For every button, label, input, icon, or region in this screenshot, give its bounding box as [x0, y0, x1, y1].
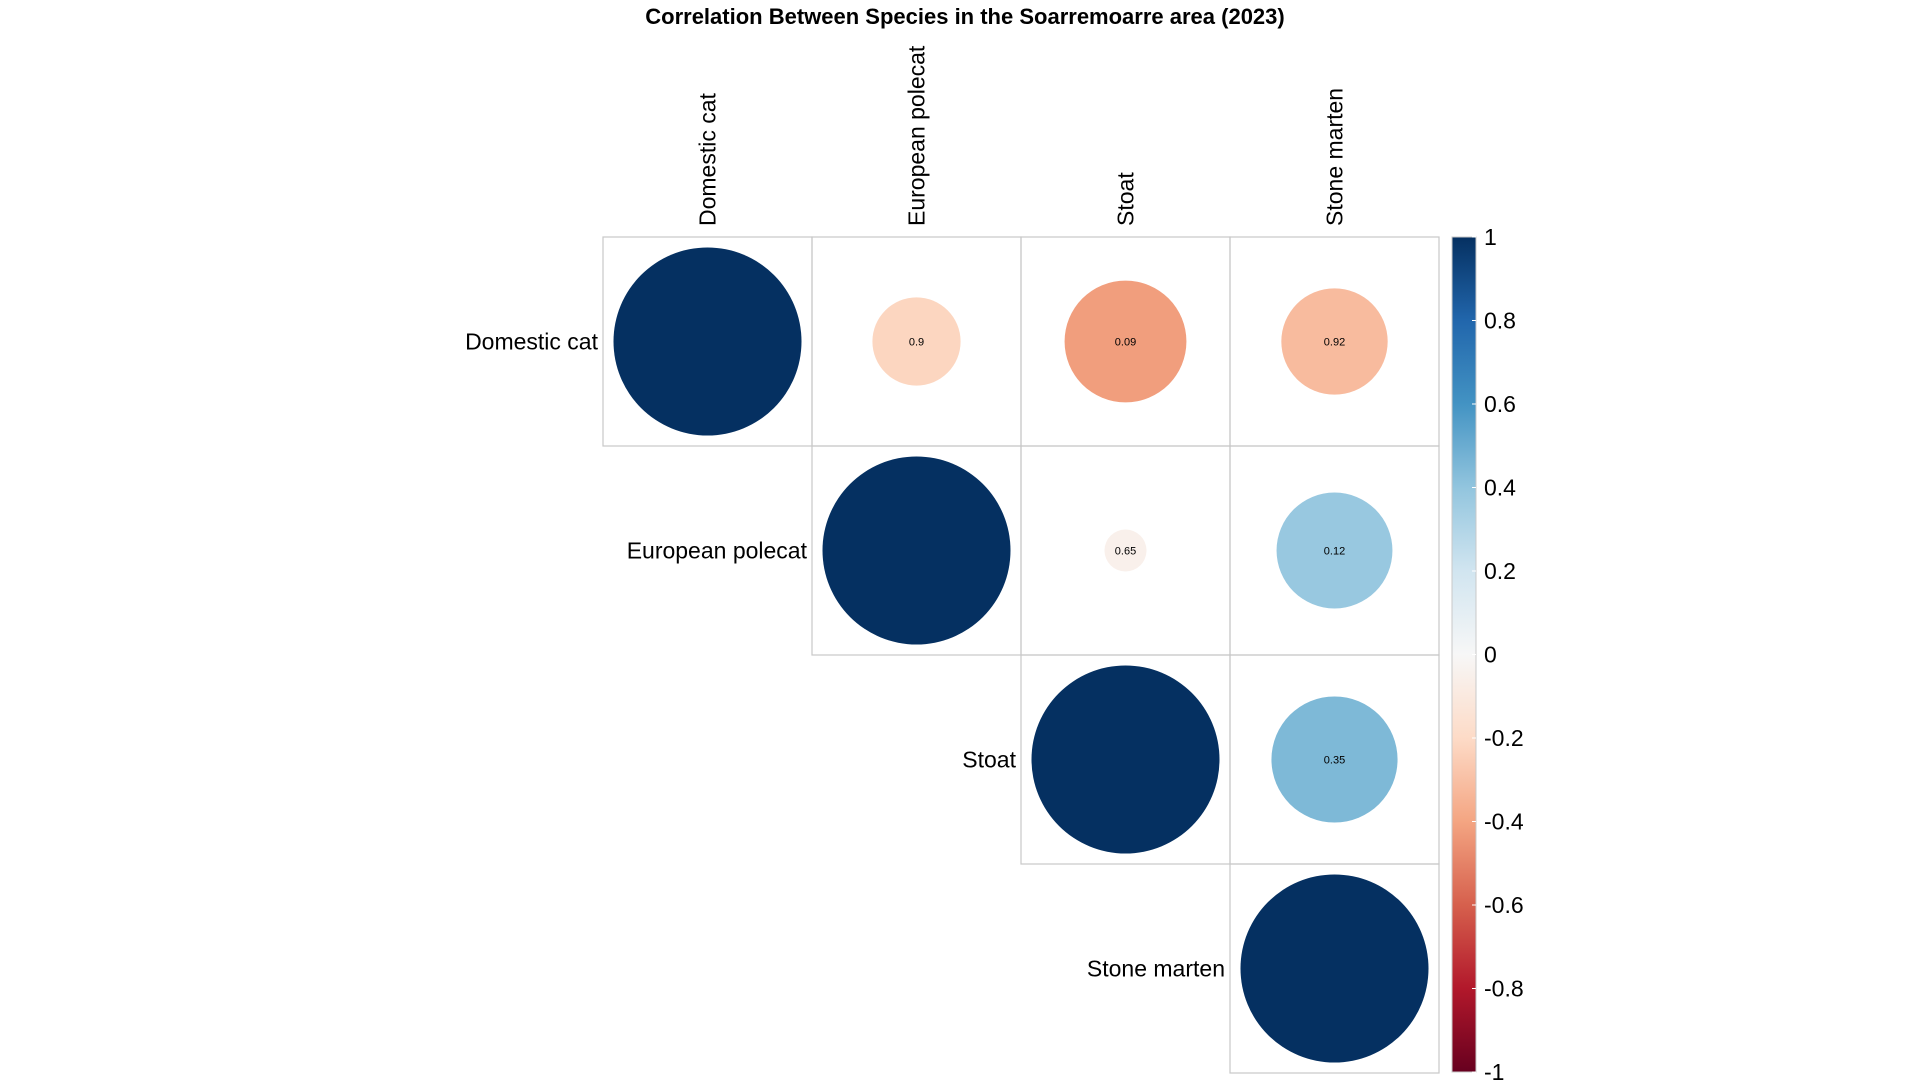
row-label-european-polecat: European polecat — [627, 538, 808, 564]
chart-title: Correlation Between Species in the Soarr… — [645, 4, 1284, 29]
corr-circle-domestic-cat-european-polecat — [872, 297, 961, 386]
colorbar-tick-label: 0 — [1484, 642, 1497, 668]
cell-label-0-2: 0.09 — [1115, 337, 1136, 349]
colorbar-tick-label: 0.8 — [1484, 308, 1516, 334]
colorbar-tick-label: 1 — [1484, 224, 1497, 250]
colorbar-tick-label: -0.4 — [1484, 809, 1524, 835]
colorbar-tick-label: -0.6 — [1484, 892, 1524, 918]
corr-circle-stoat-stone-marten — [1271, 696, 1398, 823]
corr-circle-european-polecat-stoat — [1104, 529, 1147, 572]
colorbar-tick-label: 0.2 — [1484, 558, 1516, 584]
colorbar-tick-label: -0.8 — [1484, 976, 1524, 1002]
cell-3-3 — [1229, 863, 1440, 1074]
col-label-stone-marten: Stone marten — [1322, 88, 1348, 226]
cell-label-1-2: 0.65 — [1115, 546, 1136, 558]
col-label-domestic-cat: Domestic cat — [695, 92, 721, 226]
row-label-stoat: Stoat — [962, 747, 1016, 773]
cell-label-2-3: 0.35 — [1324, 755, 1345, 767]
colorbar-tick-label: 0.6 — [1484, 391, 1516, 417]
corr-circle-stoat-stoat — [1031, 665, 1220, 854]
colorbar-tick-label: -1 — [1484, 1059, 1504, 1080]
cell-label-0-1: 0.9 — [909, 337, 924, 349]
row-label-domestic-cat: Domestic cat — [465, 329, 599, 355]
corr-circle-stone-marten-stone-marten — [1240, 874, 1429, 1063]
col-label-european-polecat: European polecat — [904, 45, 930, 226]
circle-layer — [613, 247, 1429, 1063]
corr-circle-domestic-cat-stoat — [1064, 280, 1187, 403]
colorbar-tick-label: 0.4 — [1484, 475, 1516, 501]
cell-label-1-3: 0.12 — [1324, 546, 1345, 558]
col-label-stoat: Stoat — [1113, 172, 1139, 226]
cell-label-0-3: 0.92 — [1324, 337, 1345, 349]
corr-circle-domestic-cat-stone-marten — [1281, 288, 1388, 395]
corr-circle-european-polecat-european-polecat — [822, 456, 1011, 645]
colorbar: 1 0.8 0.6 0.4 0.2 0 -0.2 -0.4 -0.6 -0.8 -1 — [1451, 224, 1524, 1080]
label-layer: 0.9 0.09 0.92 0.65 0.12 0.35 Domestic cat Europ… — [465, 45, 1347, 981]
corr-circle-domestic-cat-domestic-cat — [613, 247, 802, 436]
colorbar-tick-label: -0.2 — [1484, 725, 1524, 751]
grid-layer — [602, 236, 1440, 1074]
row-label-stone-marten: Stone marten — [1087, 956, 1225, 982]
corr-circle-european-polecat-stone-marten — [1276, 492, 1393, 609]
